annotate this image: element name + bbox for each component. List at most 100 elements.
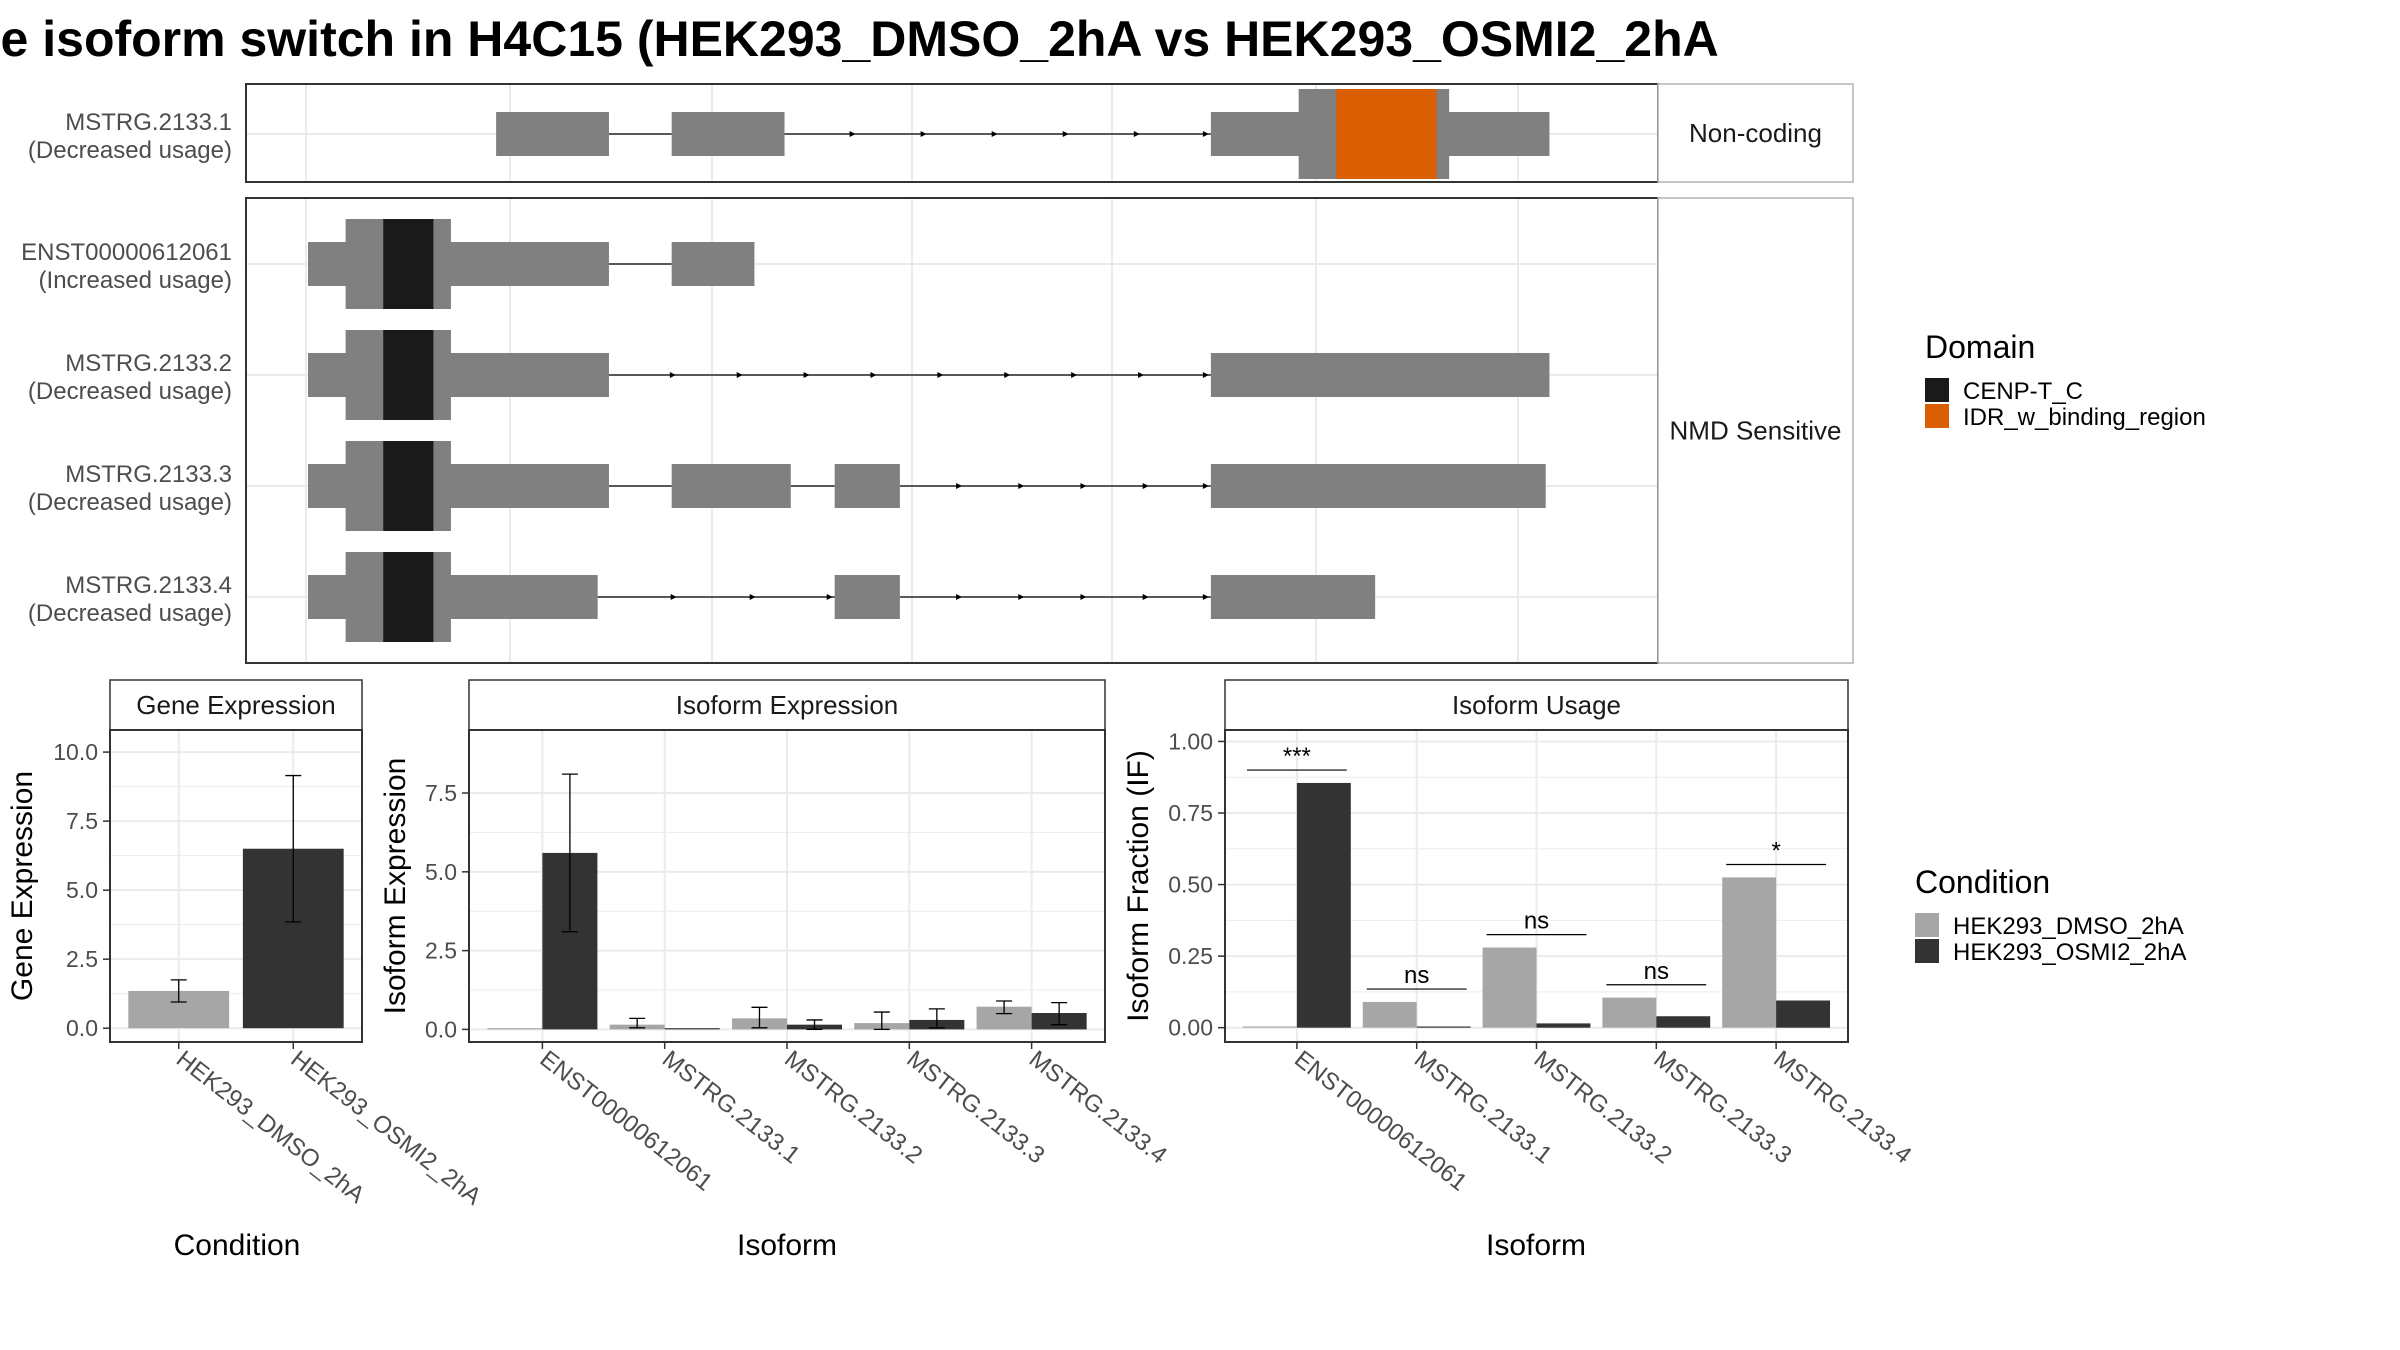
bar [1416,1026,1471,1028]
utr-exon [1210,353,1550,397]
utr-exon [671,464,791,508]
intron-arrow [826,594,833,600]
legend-label: HEK293_DMSO_2hA [1953,913,2184,940]
bar [487,1028,543,1030]
y-tick-label: 0.50 [1168,872,1213,898]
x-axis-title: Condition [174,1229,301,1262]
utr-exon [1210,464,1546,508]
y-axis-title: Isoform Expression [379,758,412,1015]
isoform-structure-plot: MSTRG.2133.1(Decreased usage)Non-codingE… [21,83,1854,664]
y-tick-label: 5.0 [425,859,457,885]
intron-arrow [849,131,856,137]
legend-label: CENP-T_C [1963,378,2083,405]
bar [1536,1023,1591,1028]
legend-key [1915,913,1939,937]
chart-strip-title: Isoform Usage [1452,690,1621,720]
intron-arrow [1080,483,1087,489]
isoform-id-label: ENST00000612061 [21,239,232,266]
legend-title: Domain [1925,329,2035,365]
y-tick-label: 0.75 [1168,800,1213,826]
utr-exon [496,112,609,156]
intron-arrow [937,372,944,378]
intron-arrow [1080,594,1087,600]
chart-2: Isoform Usage *** ns ns ns * 0.00 0.25 0.50 0.75 1… [1122,679,1916,1262]
domain-IDR_w_binding_region [1336,89,1437,179]
intron-arrow [1071,372,1078,378]
y-tick-label: 1.00 [1168,728,1213,754]
expression-charts: Gene Expression 0.0 2.5 5.0 7.5 10.0 HEK293_DM… [6,679,1916,1262]
isoform-id-label: MSTRG.2133.4 [65,572,232,599]
intron-arrow [670,594,677,600]
isoform-usage-label: (Decreased usage) [28,378,232,405]
legend-key [1925,378,1949,402]
isoform-id-label: MSTRG.2133.2 [65,350,232,377]
isoform-usage-label: (Increased usage) [39,267,232,294]
intron-arrow [1138,372,1144,378]
isoform-row: MSTRG.2133.3(Decreased usage) [28,441,1546,531]
y-tick-label: 7.5 [66,808,98,834]
domain-CENP-T_C [383,441,434,531]
intron-arrow [1202,483,1209,489]
chart-strip [1224,679,1849,731]
bar [1722,877,1777,1028]
isoform-usage-label: (Decreased usage) [28,600,232,627]
chart-panel-border [109,729,363,1043]
isoform-usage-label: (Decreased usage) [28,489,232,516]
intron-arrow [1018,483,1025,489]
chart-1: Isoform Expression0.02.55.07.5ENST000006… [379,679,1172,1262]
y-tick-label: 2.5 [66,946,98,972]
bar [1362,1001,1417,1028]
domain-CENP-T_C [383,552,434,642]
bar [976,1006,1032,1030]
legend-key [1915,939,1939,963]
y-tick-label: 5.0 [66,877,98,903]
significance-label: *** [1283,743,1311,770]
utr-exon [834,575,900,619]
facet-strip-label: NMD Sensitive [1670,416,1842,446]
intron-arrow [1202,372,1209,378]
intron-arrow [1142,483,1149,489]
intron-arrow [1202,594,1209,600]
facet-strip [1657,197,1854,664]
y-axis-title: Gene Expression [6,771,39,1001]
isoform-usage-label: (Decreased usage) [28,137,232,164]
intron-arrow [920,131,927,137]
bar [1656,1016,1711,1028]
significance-label: * [1771,838,1780,865]
legend-label: IDR_w_binding_region [1963,404,2206,431]
y-tick-label: 10.0 [53,739,98,765]
x-tick-label: HEK293_DMSO_2hA [171,1045,369,1208]
chart-0: Gene Expression 0.0 2.5 5.0 7.5 10.0 HEK293_DM… [6,679,487,1262]
utr-exon [671,112,785,156]
intron-arrow [1062,131,1069,137]
chart-strip [468,679,1106,731]
intron-arrow [736,372,743,378]
utr-exon [834,464,900,508]
intron-arrow [1202,131,1209,137]
x-tick-label: HEK293_OSMI2_2hA [286,1045,487,1210]
intron-arrow [956,483,963,489]
facet-strip [1657,83,1854,183]
bar [1482,947,1537,1028]
figure-title: ne isoform switch in H4C15 (HEK293_DMSO_… [0,11,1719,67]
isoform-row: MSTRG.2133.4(Decreased usage) [28,552,1376,642]
y-tick-label: 0.0 [66,1015,98,1041]
legend-title: Condition [1915,864,2050,900]
y-tick-label: 7.5 [425,780,457,806]
intron-arrow [669,372,676,378]
isoform-row: ENST00000612061(Increased usage) [21,219,755,309]
legend-key [1925,404,1949,428]
x-axis-title: Isoform [737,1229,837,1262]
y-tick-label: 0.25 [1168,943,1213,969]
isoform-id-label: MSTRG.2133.3 [65,461,232,488]
intron-arrow [991,131,998,137]
intron-arrow [803,372,810,378]
facet-strip-label: Non-coding [1689,118,1822,148]
structure-panel-0: MSTRG.2133.1(Decreased usage) Non-coding [28,83,1854,183]
significance-label: ns [1404,962,1429,989]
intron-arrow [1004,372,1011,378]
bar [664,1028,720,1030]
